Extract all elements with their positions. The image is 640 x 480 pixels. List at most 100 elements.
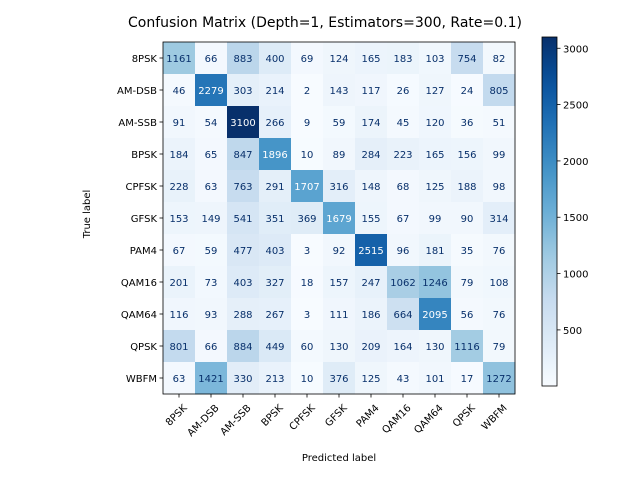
cell-value-label: 477 <box>233 246 252 257</box>
heatmap-cell <box>483 362 516 395</box>
cell-value-label: 130 <box>329 342 348 353</box>
heatmap-cell <box>259 298 292 331</box>
cell-value-label: 330 <box>233 374 252 385</box>
heatmap-cell <box>195 106 228 139</box>
heatmap-cell <box>163 202 196 235</box>
cell-value-label: 303 <box>233 86 252 97</box>
heatmap-cell <box>323 106 356 139</box>
cell-value-label: 127 <box>425 86 444 97</box>
heatmap-cell <box>323 138 356 171</box>
y-tick-label: AM-SSB <box>118 118 157 129</box>
heatmap-cell <box>227 106 260 139</box>
heatmap-cell <box>291 298 324 331</box>
cell-value-label: 56 <box>461 310 474 321</box>
heatmap-cell <box>291 202 324 235</box>
heatmap-cell <box>483 266 516 299</box>
cell-value-label: 155 <box>361 214 380 225</box>
heatmap-cell <box>387 42 420 75</box>
heatmap-cell <box>163 74 196 107</box>
cell-value-label: 79 <box>493 342 506 353</box>
cell-value-label: 403 <box>265 246 284 257</box>
heatmap-cell <box>227 170 260 203</box>
heatmap-cell <box>483 42 516 75</box>
cell-value-label: 164 <box>393 342 412 353</box>
heatmap-cell <box>195 138 228 171</box>
cell-value-label: 1272 <box>486 374 511 385</box>
cell-value-label: 92 <box>333 246 346 257</box>
heatmap-cell <box>195 266 228 299</box>
heatmap-cell <box>387 138 420 171</box>
cell-value-label: 51 <box>493 118 506 129</box>
cell-value-label: 288 <box>233 310 252 321</box>
cell-value-label: 186 <box>361 310 380 321</box>
heatmap-cell <box>195 170 228 203</box>
y-tick-label: QAM64 <box>121 310 157 321</box>
heatmap-cell <box>419 74 452 107</box>
cell-value-label: 26 <box>397 86 410 97</box>
cell-value-label: 884 <box>233 342 252 353</box>
heatmap-cell <box>291 234 324 267</box>
heatmap-cell <box>291 330 324 363</box>
heatmap-cell <box>227 330 260 363</box>
cell-value-label: 98 <box>493 182 506 193</box>
heatmap-cell <box>227 298 260 331</box>
heatmap-cell <box>419 362 452 395</box>
cell-value-label: 267 <box>265 310 284 321</box>
heatmap-cell <box>291 42 324 75</box>
heatmap-cell <box>419 106 452 139</box>
heatmap-cell <box>195 42 228 75</box>
cell-value-label: 67 <box>397 214 410 225</box>
cell-value-label: 247 <box>361 278 380 289</box>
heatmap-cell <box>355 330 388 363</box>
heatmap-cell <box>451 298 484 331</box>
colorbar-ticks: 500 1000 1500 2000 2500 3000 <box>557 44 588 337</box>
heatmap-cell <box>227 234 260 267</box>
cell-value-label: 351 <box>265 214 284 225</box>
heatmap-cell <box>291 106 324 139</box>
heatmap-cell <box>387 266 420 299</box>
cell-value-label: 59 <box>333 118 346 129</box>
cell-value-label: 403 <box>233 278 252 289</box>
heatmap-cell <box>483 330 516 363</box>
cell-value-label: 59 <box>205 246 218 257</box>
y-tick-label: WBFM <box>126 374 157 385</box>
y-tick-label: CPFSK <box>126 182 158 193</box>
heatmap-cell <box>419 170 452 203</box>
heatmap-cell <box>483 234 516 267</box>
cell-value-label: 883 <box>233 54 252 65</box>
heatmap-cell <box>387 330 420 363</box>
cell-value-label: 400 <box>265 54 284 65</box>
heatmap-cell <box>387 362 420 395</box>
cell-value-label: 108 <box>489 278 508 289</box>
heatmap-cell <box>163 138 196 171</box>
cell-value-label: 111 <box>329 310 348 321</box>
colorbar-tick-label: 3000 <box>563 44 588 55</box>
heatmap-cell <box>483 298 516 331</box>
heatmap-cell <box>419 266 452 299</box>
cell-value-label: 156 <box>457 150 476 161</box>
heatmap-cell <box>451 42 484 75</box>
heatmap-cell <box>323 330 356 363</box>
heatmap-cell <box>355 42 388 75</box>
cell-value-label: 541 <box>233 214 252 225</box>
heatmap-cell <box>387 298 420 331</box>
cell-value-label: 117 <box>361 86 380 97</box>
cell-value-label: 209 <box>361 342 380 353</box>
heatmap-cell <box>227 74 260 107</box>
heatmap-cell <box>259 106 292 139</box>
cell-value-label: 10 <box>301 150 314 161</box>
heatmap-cell <box>163 170 196 203</box>
cell-value-label: 18 <box>301 278 314 289</box>
heatmap-cell <box>227 42 260 75</box>
heatmap-cell <box>483 106 516 139</box>
y-axis-ticks: 8PSK AM-DSB AM-SSB BPSK CPFSK GFSK PAM4 QAM16 QA… <box>117 54 163 385</box>
y-tick-label: GFSK <box>131 214 158 225</box>
heatmap-cell <box>163 266 196 299</box>
cell-value-label: 9 <box>304 118 310 129</box>
cell-value-label: 314 <box>489 214 508 225</box>
heatmap-cell <box>323 202 356 235</box>
heatmap-cell <box>323 74 356 107</box>
cell-value-label: 2095 <box>422 310 447 321</box>
colorbar-tick-label: 1500 <box>563 213 588 224</box>
